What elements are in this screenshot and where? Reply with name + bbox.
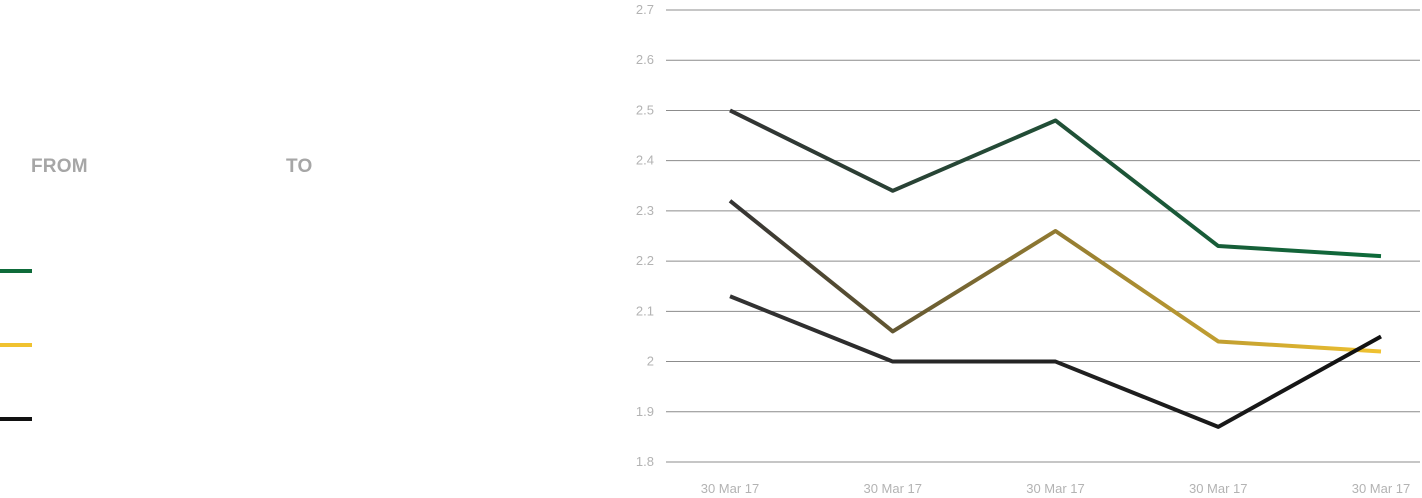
x-tick-label: 30 Mar 17 [701,481,760,496]
to-label[interactable]: TO [286,156,313,177]
x-axis: 30 Mar 17 30 Mar 17 30 Mar 17 30 Mar 17 30 M… [701,481,1411,496]
grid-lines [666,9,1420,463]
x-tick-label: 30 Mar 17 [863,481,922,496]
y-tick-label: 2.6 [636,52,654,67]
from-label[interactable]: FROM [31,156,88,177]
series-line-3 [729,294,1382,429]
y-tick-label: 2.5 [636,102,654,117]
filter-panel: FROM TO [0,0,600,498]
y-tick-label: 2.3 [636,203,654,218]
y-tick-label: 2.4 [636,153,654,168]
y-tick-label: 2.1 [636,303,654,318]
y-tick-label: 2 [647,354,654,369]
legend-swatch-yellow [0,343,32,347]
y-axis: 2.7 2.6 2.5 2.4 2.3 2.2 2.1 2 1.9 1.8 [636,2,654,469]
legend-swatch-green [0,269,32,273]
x-tick-label: 30 Mar 17 [1352,481,1411,496]
series-lines [728,108,1382,429]
series-line-1 [729,108,1382,259]
x-tick-label: 30 Mar 17 [1026,481,1085,496]
y-tick-label: 2.7 [636,2,654,17]
y-tick-label: 1.8 [636,454,654,469]
legend-swatch-black [0,417,32,421]
series-line-2 [728,199,1382,354]
x-tick-label: 30 Mar 17 [1189,481,1248,496]
y-tick-label: 1.9 [636,404,654,419]
y-tick-label: 2.2 [636,253,654,268]
